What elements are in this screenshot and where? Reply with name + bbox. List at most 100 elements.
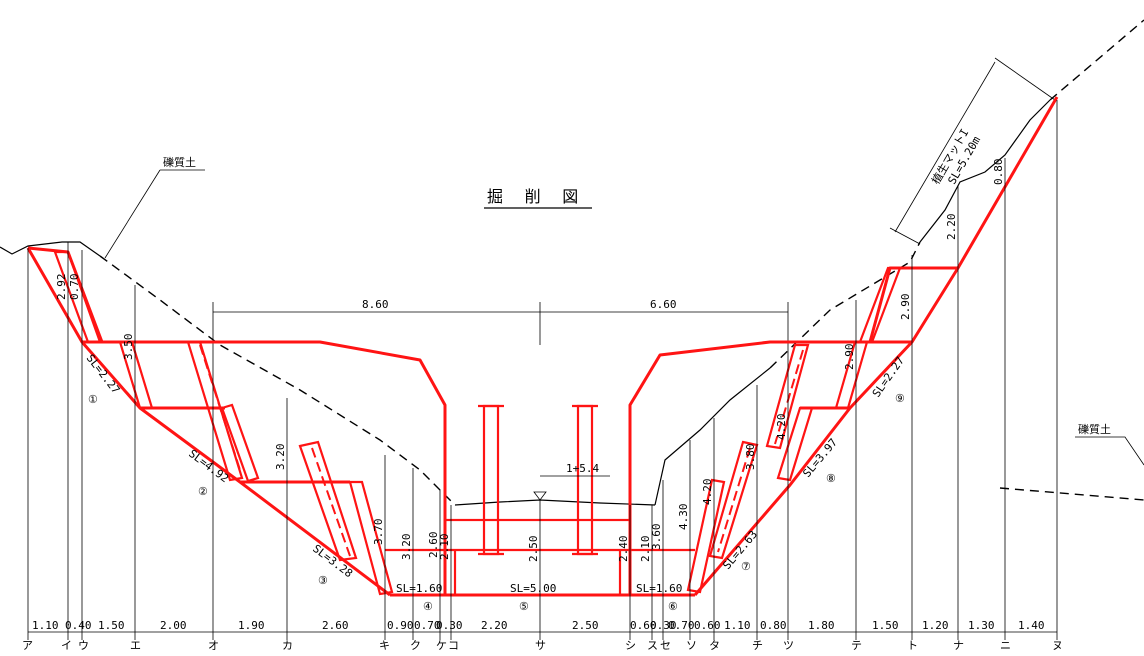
right-bench-2 (628, 340, 912, 595)
right-shoring-group (686, 266, 902, 594)
bottom-dim: 0.30 (650, 619, 677, 632)
height-label: 2.10 (438, 534, 451, 561)
height-label: 2.60 (427, 532, 440, 559)
height-label: 2.20 (945, 214, 958, 241)
height-label: 2.90 (843, 344, 856, 371)
station-label: ス (647, 639, 658, 652)
slope-label-6: SL=1.60 (636, 582, 682, 595)
height-label: 4.20 (701, 479, 714, 506)
slope-label-3: SL=3.28 (310, 542, 355, 580)
station-label: エ (130, 639, 141, 652)
station-label: ニ (1000, 639, 1011, 652)
mat-dimension-ext-top (994, 57, 1056, 101)
station-labels: ア イ ウ エ オ カ キ ク ケ コ サ シ ス セ ソ タ チ ツ テ ト … (22, 639, 1063, 652)
bottom-dim: 1.10 (32, 619, 59, 632)
height-label: 0.80 (992, 159, 1005, 186)
shoring-right-c-dash (774, 349, 804, 445)
bottom-dim: 2.60 (322, 619, 349, 632)
circle-6: ⑥ (668, 600, 678, 613)
station-label: ト (907, 639, 918, 652)
station-label: ケ (436, 639, 447, 652)
bottom-dim: 1.20 (922, 619, 949, 632)
bottom-dim: 1.30 (968, 619, 995, 632)
mat-label: 植生マットI SL=5.20m (928, 126, 983, 186)
bottom-dim: 0.80 (760, 619, 787, 632)
station-label: イ (61, 639, 72, 652)
circle-2: ② (198, 485, 208, 498)
circle-9: ⑨ (895, 392, 905, 405)
height-label: 3.70 (372, 519, 385, 546)
shoring-left-c-dash (199, 344, 241, 471)
bottom-dim: 1.50 (98, 619, 125, 632)
soil-boundary-right (999, 487, 1144, 501)
slope-label-2: SL=4.92 (186, 447, 231, 485)
shoring-right-e-dash (717, 447, 751, 553)
station-label: ア (22, 639, 33, 652)
shoring-right-d (776, 406, 814, 482)
height-label: 3.60 (650, 524, 663, 551)
bottom-dim: 0.40 (65, 619, 92, 632)
station-label: ク (410, 639, 421, 652)
height-label: 2.10 (639, 536, 652, 563)
width-right-label: 6.60 (650, 298, 677, 311)
bottom-dim: 1.90 (238, 619, 265, 632)
shoring-right-b (834, 340, 869, 410)
bottom-dim: 0.70 (414, 619, 441, 632)
ground-line-left-solid (0, 241, 101, 257)
width-left-label: 8.60 (362, 298, 389, 311)
station-label: ツ (783, 639, 794, 652)
station-label: ナ (953, 639, 964, 652)
height-label: 3.20 (274, 444, 287, 471)
station-verticals (27, 100, 1058, 640)
bottom-dimension-labels: 1.10 0.40 1.50 2.00 1.90 2.60 0.90 0.70 … (32, 619, 1045, 632)
shoring-right-e (708, 440, 759, 560)
bottom-dim: 2.50 (572, 619, 599, 632)
circle-7: ⑦ (741, 560, 751, 573)
height-label: 4.20 (775, 414, 788, 441)
bottom-dim: 0.70 (668, 619, 695, 632)
shoring-left-a (53, 250, 102, 344)
sheet-pile-right (576, 404, 594, 556)
shoring-left-b (118, 340, 154, 410)
station-label: ソ (686, 639, 697, 652)
circle-1: ① (88, 393, 98, 406)
circle-numbers: ① ② ③ ④ ⑤ ⑥ ⑦ ⑧ ⑨ (88, 392, 905, 613)
circle-8: ⑧ (826, 472, 836, 485)
station-label: テ (851, 639, 862, 652)
ground-line-left-dashed (99, 255, 456, 506)
bottom-dim: 1.10 (724, 619, 751, 632)
height-label: 2.90 (899, 294, 912, 321)
height-labels: 2.92 0.70 3.50 3.20 3.70 3.20 2.60 2.10 … (55, 159, 1005, 563)
bottom-dim: 0.60 (694, 619, 721, 632)
height-label: 3.20 (400, 534, 413, 561)
station-label: シ (625, 639, 636, 652)
station-label: チ (752, 639, 763, 652)
circle-5: ⑤ (519, 600, 529, 613)
left-shoring-group (53, 250, 394, 596)
left-bench-1 (82, 340, 447, 595)
height-label: 4.30 (677, 504, 690, 531)
circle-4: ④ (423, 600, 433, 613)
slope-label-4: SL=1.60 (396, 582, 442, 595)
shoring-right-f (686, 478, 726, 594)
sheet-pile-left (482, 404, 500, 556)
slope-label-1: SL=2.27 (84, 352, 123, 397)
bottom-dim: 0.60 (630, 619, 657, 632)
ground-line-right-dashed (769, 241, 921, 369)
soil-label-right: 礫質土 (1078, 422, 1111, 436)
soil-label-left: 礫質土 (163, 155, 196, 169)
station-label: サ (535, 639, 546, 652)
soil-label-left-leader (104, 169, 161, 259)
drawing-title: 掘 削 図 (487, 187, 584, 206)
height-label: 3.50 (122, 334, 135, 361)
ground-line-right-top (1049, 19, 1144, 101)
bottom-dim: 1.80 (808, 619, 835, 632)
station-label: ウ (78, 639, 89, 652)
shoring-left-d (220, 403, 260, 483)
station-label: カ (282, 639, 293, 652)
slope-label-5: SL=5.00 (510, 582, 556, 595)
mat-dimension-ext-bottom (889, 227, 921, 245)
shoring-left-f (348, 480, 394, 596)
bottom-dim: 2.20 (481, 619, 508, 632)
